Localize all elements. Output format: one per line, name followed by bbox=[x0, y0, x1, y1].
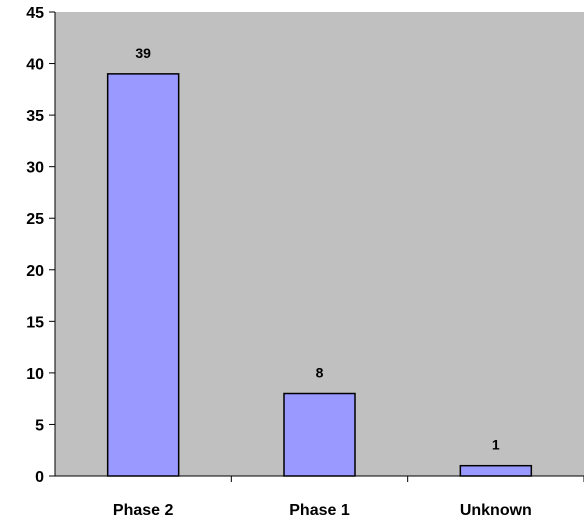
y-tick-label: 40 bbox=[26, 57, 44, 74]
x-tick-labels-group: Phase 2 Phase 1 Unknown bbox=[113, 502, 532, 519]
data-label: 39 bbox=[135, 45, 151, 61]
y-tick-label: 10 bbox=[26, 366, 44, 383]
category-label: Unknown bbox=[460, 502, 532, 519]
x-ticks-group bbox=[230, 476, 584, 482]
category-label: Phase 1 bbox=[289, 502, 350, 519]
data-label: 8 bbox=[316, 365, 324, 381]
y-ticks-group bbox=[49, 11, 55, 477]
bar bbox=[106, 73, 180, 477]
data-labels-group: 39 8 1 bbox=[135, 45, 500, 453]
bars-group bbox=[106, 73, 533, 477]
category-label: Phase 2 bbox=[113, 502, 174, 519]
y-tick-label: 35 bbox=[26, 108, 44, 125]
data-label: 1 bbox=[492, 437, 500, 453]
y-tick-label: 0 bbox=[35, 469, 44, 486]
y-tick-label: 20 bbox=[26, 263, 44, 280]
y-tick-label: 45 bbox=[26, 5, 44, 22]
bar bbox=[283, 392, 356, 477]
y-tick-label: 15 bbox=[26, 314, 44, 331]
y-tick-label: 30 bbox=[26, 160, 44, 177]
y-tick-label: 25 bbox=[26, 211, 44, 228]
y-tick-labels-group: 0 5 10 15 20 25 30 35 40 45 bbox=[26, 5, 44, 486]
y-tick-label: 5 bbox=[35, 417, 44, 434]
bar bbox=[459, 464, 533, 477]
